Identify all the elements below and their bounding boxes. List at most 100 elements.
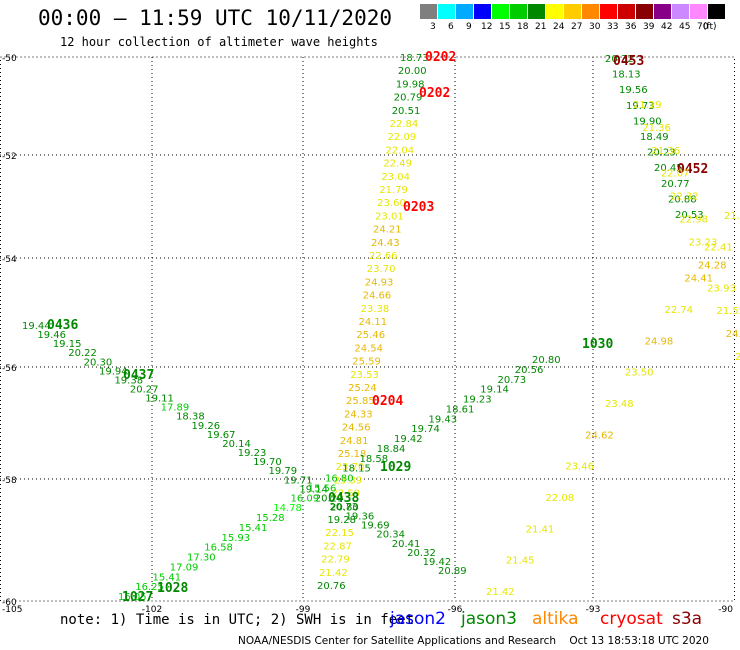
swh-value: 20.77 — [661, 179, 690, 190]
swh-value: 19.71 — [284, 475, 313, 486]
swh-value: 21.55 — [716, 306, 740, 317]
swh-value: 20.00 — [398, 66, 427, 77]
track-yellow-center: 18.73 20.00 19.98 20.79 20.51 22.84 22.09 22.04… — [317, 50, 456, 592]
legend-swatch — [600, 4, 617, 19]
swh-value: 23.48 — [605, 399, 634, 410]
swh-value: 19.26 — [191, 421, 220, 432]
mission-label-jason2: jason2 — [390, 609, 446, 629]
y-tick-label: -50 — [2, 54, 17, 64]
swh-value: 24.54 — [354, 343, 383, 354]
legend-label: 9 — [466, 22, 472, 32]
swh-value: 24.93 — [365, 277, 394, 288]
swh-value: 20.88 — [668, 194, 697, 205]
legend-swatch — [582, 4, 599, 19]
mission-label-altika: altika — [532, 609, 579, 629]
swh-value: 17.30 — [187, 553, 216, 564]
track-jason3-ne: 16.0516.2515.4117.0917.3016.5815.9315.41… — [118, 337, 613, 605]
swh-value: 19.46 — [37, 330, 66, 341]
legend-label: 24 — [553, 22, 565, 32]
swh-value: 20.27 — [130, 385, 159, 396]
swh-value: 18.84 — [377, 444, 406, 455]
swh-value: 22.09 — [388, 132, 417, 143]
x-tick-label: -96 — [448, 605, 463, 615]
swh-value: 21.19 — [633, 100, 662, 111]
legend-label: 6 — [448, 22, 454, 32]
legend-swatch — [420, 4, 437, 19]
swh-value: 22.87 — [323, 541, 352, 552]
color-legend: (ft) 3 6 9 12 15 18 21 24 27 30 33 36 39 42 45 70 — [420, 4, 730, 34]
swh-value: 24.66 — [363, 291, 392, 302]
swh-value: 21.79 — [379, 185, 408, 196]
swh-value: 22.08 — [546, 493, 575, 504]
swh-value: 25.24 — [348, 383, 377, 394]
swh-value: 19.11 — [145, 394, 174, 405]
swh-value: 19.67 — [207, 430, 236, 441]
swh-value: 16.58 — [204, 543, 233, 554]
swh-value: 20.53 — [675, 210, 704, 221]
swh-value: 23.39 — [334, 475, 363, 486]
swh-value: 23.70 — [367, 264, 396, 275]
swh-value: 19.69 — [361, 521, 390, 532]
swh-value: 22.74 — [665, 305, 694, 316]
pass-time-label: 0436 — [47, 318, 78, 333]
swh-value: 21.36 — [652, 146, 681, 157]
swh-value: 21.41 — [526, 524, 555, 535]
swh-value: 24.33 — [344, 409, 373, 420]
note-text: note: 1) Time is in UTC; 2) SWH is in fe… — [60, 612, 415, 628]
y-tick-label: -58 — [2, 476, 17, 486]
swh-value: 22.41 — [704, 242, 733, 253]
swh-value: 20.29 — [315, 493, 344, 504]
y-tick-label: -60 — [2, 598, 17, 608]
swh-value: 20.56 — [515, 365, 544, 376]
swh-value: 19.94 — [99, 366, 128, 377]
swh-value: 22.32 — [670, 192, 699, 203]
swh-value: 19.23 — [238, 448, 267, 459]
swh-value: 21.42 — [319, 568, 348, 579]
pass-time-label: 0453 — [613, 54, 644, 69]
pass-time-label: 0202 — [425, 50, 456, 65]
plot-frame — [0, 56, 735, 602]
legend-label: 39 — [643, 22, 655, 32]
swh-value: 19.14 — [480, 385, 509, 396]
swh-value: 18.38 — [176, 412, 205, 423]
swh-value: 23.53 — [350, 370, 379, 381]
swh-value: 19.42 — [423, 557, 452, 568]
swh-value: 24.81 — [340, 436, 369, 447]
swh-value: 20.73 — [329, 502, 358, 513]
legend-label: 27 — [571, 22, 583, 32]
swh-value: 23.70 — [336, 462, 365, 473]
legend-label: 30 — [589, 22, 601, 32]
swh-value: 22.15 — [325, 528, 354, 539]
pass-time-label: 1030 — [582, 337, 613, 352]
mission-label-s3a: s3a — [672, 609, 703, 629]
swh-value: 24.43 — [371, 238, 400, 249]
swh-value: 21.43 — [724, 211, 740, 222]
swh-value: 22.59 — [332, 489, 361, 500]
legend-label: 3 — [430, 22, 436, 32]
swh-value: 24.11 — [359, 317, 388, 328]
swh-value: 18.15 — [342, 464, 371, 475]
swh-value: 23.01 — [375, 211, 404, 222]
x-tick-label: -90 — [718, 605, 733, 615]
y-tick-label: -56 — [2, 364, 17, 374]
swh-value: 19.43 — [429, 414, 458, 425]
legend-label: 15 — [499, 22, 511, 32]
pass-time-label: 0437 — [123, 368, 154, 383]
swh-value: 24.28 — [698, 260, 727, 271]
pass-time-label: 0204 — [372, 394, 403, 409]
swh-value: 15.41 — [239, 523, 268, 534]
legend-label: 12 — [481, 22, 493, 32]
swh-value: 23.50 — [625, 368, 654, 379]
swh-value: 24.41 — [684, 274, 713, 285]
swh-value: 22.98 — [679, 215, 708, 226]
legend-swatch — [546, 4, 563, 19]
y-tick-label: -52 — [2, 152, 17, 162]
pass-time-label: 0203 — [403, 200, 434, 215]
swh-value: 20.22 — [68, 348, 97, 359]
swh-value: 20.79 — [394, 93, 423, 104]
swh-value: 22.49 — [383, 159, 412, 170]
swh-value: 21.45 — [506, 556, 535, 567]
swh-value: 20.80 — [532, 355, 561, 366]
swh-value: 15.56 — [308, 483, 337, 494]
legend-swatch — [654, 4, 671, 19]
